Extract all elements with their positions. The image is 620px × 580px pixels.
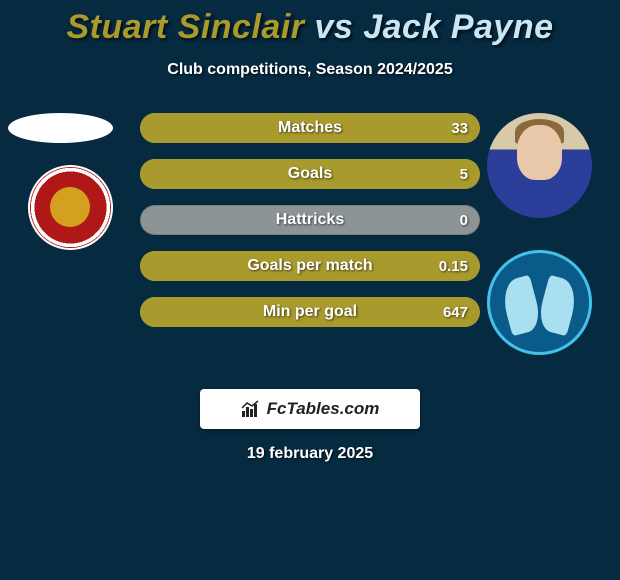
brand-chart-icon (241, 400, 263, 418)
compare-area: Matches33 Goals5 Hattricks0 Goals per match… (0, 113, 620, 373)
stat-bar-label: Matches (140, 113, 480, 143)
stat-bar-row: Min per goal647 (140, 297, 480, 327)
stat-bar-p2-value: 0 (460, 205, 468, 235)
stat-bars: Matches33 Goals5 Hattricks0 Goals per match… (140, 113, 480, 343)
comparison-card: Stuart Sinclair vs Jack Payne Club compe… (0, 0, 620, 580)
stat-bar-p2-value: 5 (460, 159, 468, 189)
vs-text: vs (314, 8, 353, 46)
player2-photo (487, 113, 592, 218)
stat-bar-p2-value: 0.15 (439, 251, 468, 281)
brand-badge: FcTables.com (200, 389, 420, 429)
stat-bar-row: Matches33 (140, 113, 480, 143)
stat-bar-label: Goals (140, 159, 480, 189)
player2-club-badge (487, 250, 592, 355)
stat-bar-p2-value: 33 (451, 113, 468, 143)
player1-photo (8, 113, 113, 143)
player1-name: Stuart Sinclair (66, 8, 304, 46)
stat-bar-p2-value: 647 (443, 297, 468, 327)
player1-club-badge (28, 165, 113, 250)
subtitle: Club competitions, Season 2024/2025 (0, 61, 620, 79)
stat-bar-row: Goals per match0.15 (140, 251, 480, 281)
stat-bar-row: Hattricks0 (140, 205, 480, 235)
brand-text: FcTables.com (267, 399, 380, 419)
stat-bar-row: Goals5 (140, 159, 480, 189)
page-title: Stuart Sinclair vs Jack Payne (0, 0, 620, 47)
date-text: 19 february 2025 (0, 445, 620, 463)
stat-bar-label: Hattricks (140, 205, 480, 235)
stat-bar-label: Min per goal (140, 297, 480, 327)
stat-bar-label: Goals per match (140, 251, 480, 281)
player2-name: Jack Payne (363, 8, 553, 46)
